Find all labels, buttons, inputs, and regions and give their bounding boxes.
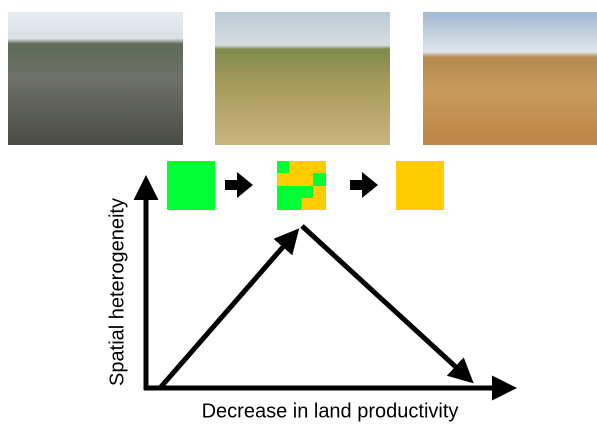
green-square bbox=[167, 161, 215, 210]
orange-square bbox=[396, 161, 444, 210]
diagram: Spatial heterogeneity Decrease in land p… bbox=[0, 0, 597, 424]
trend-arrow bbox=[302, 226, 470, 380]
arrow bbox=[350, 172, 378, 198]
photo-bare bbox=[423, 12, 597, 145]
trend-arrow bbox=[160, 232, 296, 388]
arrow bbox=[225, 172, 253, 198]
photo-vegetated bbox=[8, 12, 183, 145]
mixed-square bbox=[277, 161, 326, 210]
y-axis-label: Spatial heterogeneity bbox=[106, 198, 128, 386]
x-axis-label: Decrease in land productivity bbox=[202, 400, 459, 422]
photo-patchy bbox=[215, 12, 390, 145]
